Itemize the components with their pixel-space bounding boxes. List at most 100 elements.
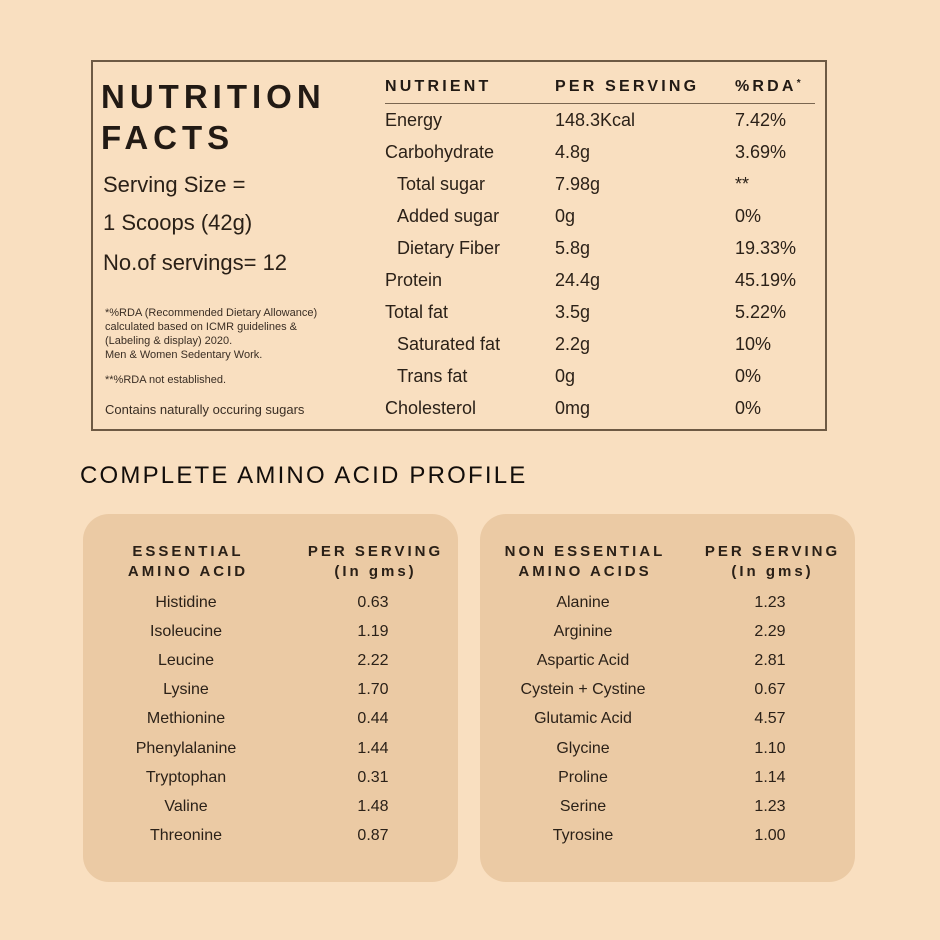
rda-not-established-note: **%RDA not established. <box>105 374 227 386</box>
amino-name: Cystein + Cystine <box>520 681 646 699</box>
amino-row: Proline 1.14 <box>480 763 855 792</box>
amino-row: Alanine 1.23 <box>480 588 855 617</box>
amino-value: 1.10 <box>754 739 786 757</box>
amino-value: 1.14 <box>754 768 786 786</box>
header-per-serving: PER SERVING <box>555 78 700 95</box>
amino-value: 2.81 <box>754 651 786 669</box>
nutrient-per-serving: 0mg <box>555 397 591 418</box>
amino-value: 1.23 <box>754 593 786 611</box>
nutrient-rda: 45.19% <box>735 269 797 290</box>
amino-value: 2.22 <box>357 651 389 669</box>
amino-row: Histidine 0.63 <box>83 588 458 617</box>
amino-row: Threonine 0.87 <box>83 822 458 851</box>
nutrient-rda: 0% <box>735 205 762 226</box>
amino-row: Tyrosine 1.00 <box>480 822 855 851</box>
nutrient-per-serving: 3.5g <box>555 301 591 322</box>
amino-value: 0.87 <box>357 827 389 845</box>
amino-value: 1.70 <box>357 681 389 699</box>
amino-row: Aspartic Acid 2.81 <box>480 646 855 675</box>
nutrient-row: Carbohydrate 4.8g 3.69% <box>385 136 815 168</box>
essential-amino-card: ESSENTIAL AMINO ACID PER SERVING (In gms… <box>83 514 458 882</box>
amino-name: Phenylalanine <box>135 739 237 757</box>
header-line: ESSENTIAL <box>132 543 244 560</box>
nutrient-table: NUTRIENT PER SERVING %RDA* Energy 148.3Kc… <box>385 78 815 424</box>
nutrient-name: Energy <box>385 109 443 130</box>
header-nutrient: NUTRIENT <box>385 78 492 95</box>
header-per-serving: PER SERVING (In gms) <box>293 542 458 582</box>
header-rda-label: %RDA <box>735 78 797 95</box>
nutrient-rda: ** <box>735 173 750 194</box>
nutrient-name: Added sugar <box>397 205 500 226</box>
amino-row: Phenylalanine 1.44 <box>83 734 458 763</box>
header-line: (In gms) <box>334 563 417 580</box>
amino-row: Arginine 2.29 <box>480 617 855 646</box>
nutrient-rda: 0% <box>735 365 762 386</box>
amino-value: 0.31 <box>357 768 389 786</box>
nutrient-rda: 19.33% <box>735 237 797 258</box>
nutrient-name: Total sugar <box>397 173 486 194</box>
rda-footnote-line: calculated based on ICMR guidelines & <box>105 321 298 333</box>
amino-name: Glutamic Acid <box>534 710 632 728</box>
amino-row: Leucine 2.22 <box>83 646 458 675</box>
header-amino-name: ESSENTIAL AMINO ACID <box>83 542 293 582</box>
nutrient-per-serving: 7.98g <box>555 173 601 194</box>
amino-name: Lysine <box>163 681 209 699</box>
nutrient-rda: 5.22% <box>735 301 787 322</box>
nutrient-per-serving: 4.8g <box>555 141 591 162</box>
amino-value: 0.63 <box>357 593 389 611</box>
nutrient-per-serving: 0g <box>555 365 576 386</box>
amino-row: Cystein + Cystine 0.67 <box>480 676 855 705</box>
amino-name: Leucine <box>157 651 215 669</box>
amino-name: Serine <box>559 797 607 815</box>
amino-row: Methionine 0.44 <box>83 705 458 734</box>
essential-amino-list: Histidine 0.63 Isoleucine 1.19 Leucine 2.22 Ly… <box>83 588 458 851</box>
nutrient-name: Carbohydrate <box>385 141 495 162</box>
nutrient-rda: 7.42% <box>735 109 787 130</box>
nutrient-row: Dietary Fiber 5.8g 19.33% <box>385 232 815 264</box>
header-line: (In gms) <box>731 563 814 580</box>
rda-footnote-line: (Labeling & display) 2020. <box>105 335 233 347</box>
amino-row: Valine 1.48 <box>83 792 458 821</box>
amino-value: 1.44 <box>357 739 389 757</box>
nutrient-name: Total fat <box>385 301 449 322</box>
amino-name: Proline <box>558 768 608 786</box>
nutrient-per-serving: 148.3Kcal <box>555 109 636 130</box>
header-line: AMINO ACIDS <box>518 563 652 580</box>
nutrition-facts-title: NUTRITION FACTS <box>101 76 326 158</box>
non-essential-amino-header: NON ESSENTIAL AMINO ACIDS PER SERVING (I… <box>480 542 855 582</box>
serving-size-value: 1 Scoops (42g) <box>103 210 253 235</box>
serving-size-label: Serving Size = <box>103 172 246 197</box>
nutrient-row: Cholesterol 0mg 0% <box>385 392 815 424</box>
nutrient-name: Protein <box>385 269 443 290</box>
non-essential-amino-card: NON ESSENTIAL AMINO ACIDS PER SERVING (I… <box>480 514 855 882</box>
nutrient-table-header: NUTRIENT PER SERVING %RDA* <box>385 78 815 104</box>
amino-name: Tyrosine <box>552 827 614 845</box>
header-line: PER SERVING <box>704 543 841 560</box>
amino-value: 2.29 <box>754 622 786 640</box>
amino-row: Lysine 1.70 <box>83 676 458 705</box>
amino-value: 1.23 <box>754 797 786 815</box>
amino-name: Arginine <box>553 622 613 640</box>
nutrient-rda: 0% <box>735 397 762 418</box>
amino-name: Aspartic Acid <box>536 651 630 669</box>
rda-footnote-line: *%RDA (Recommended Dietary Allowance) <box>105 307 318 319</box>
non-essential-amino-list: Alanine 1.23 Arginine 2.29 Aspartic Acid 2.81… <box>480 588 855 851</box>
rda-footnote: *%RDA (Recommended Dietary Allowance) ca… <box>105 306 317 362</box>
header-line: PER SERVING <box>307 543 444 560</box>
header-per-serving: PER SERVING (In gms) <box>690 542 855 582</box>
amino-name: Glycine <box>556 739 610 757</box>
header-amino-name: NON ESSENTIAL AMINO ACIDS <box>480 542 690 582</box>
nutrient-rda: 10% <box>735 333 772 354</box>
amino-row: Tryptophan 0.31 <box>83 763 458 792</box>
header-line: NON ESSENTIAL <box>504 543 666 560</box>
nutrient-row: Total sugar 7.98g ** <box>385 168 815 200</box>
sugars-note: Contains naturally occuring sugars <box>105 402 305 417</box>
nutrient-per-serving: 2.2g <box>555 333 591 354</box>
amino-row: Isoleucine 1.19 <box>83 617 458 646</box>
nutrient-row: Added sugar 0g 0% <box>385 200 815 232</box>
nutrient-per-serving: 24.4g <box>555 269 601 290</box>
nutrient-row: Energy 148.3Kcal 7.42% <box>385 104 815 136</box>
amino-row: Serine 1.23 <box>480 792 855 821</box>
nutrient-name: Dietary Fiber <box>397 237 501 258</box>
amino-name: Isoleucine <box>149 622 223 640</box>
